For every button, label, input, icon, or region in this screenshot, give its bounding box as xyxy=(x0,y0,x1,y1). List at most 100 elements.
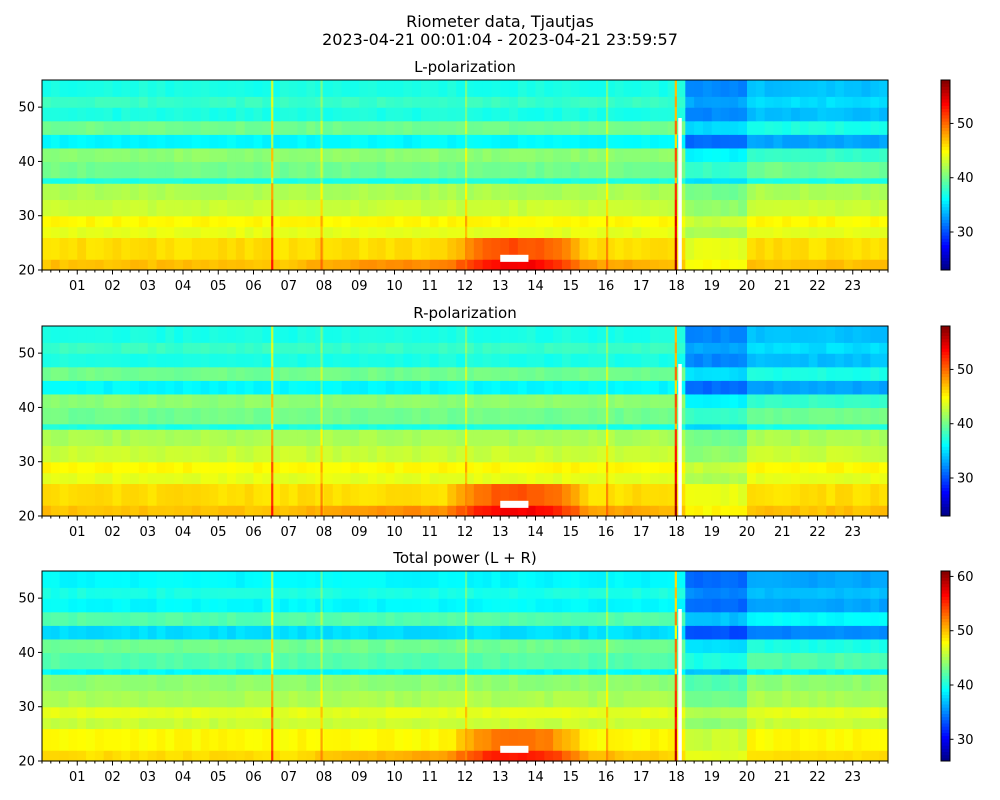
heatmap-cell xyxy=(94,161,105,179)
heatmap-cell xyxy=(306,587,316,599)
heatmap-cell xyxy=(68,717,78,730)
heatmap-cell xyxy=(297,625,307,640)
heatmap-cell xyxy=(747,80,757,97)
heatmap-cell xyxy=(658,472,669,485)
colorbar-segment xyxy=(941,707,950,711)
heatmap-cell xyxy=(385,326,396,343)
heatmap-cell xyxy=(641,353,651,368)
heatmap-cell xyxy=(279,199,290,217)
heatmap-cell xyxy=(720,407,730,425)
heatmap-cell xyxy=(791,107,801,122)
heatmap-cell xyxy=(658,505,669,517)
heatmap-cell xyxy=(376,461,387,474)
heatmap-cell xyxy=(394,407,404,425)
heatmap-cell xyxy=(509,120,519,135)
heatmap-cell xyxy=(147,380,158,395)
heatmap-cell xyxy=(738,598,748,613)
heatmap-cell xyxy=(544,259,554,271)
heatmap-cell xyxy=(191,483,202,506)
heatmap-cell xyxy=(191,183,202,201)
heatmap-cell xyxy=(870,342,880,354)
heatmap-cell xyxy=(641,461,651,474)
spike-line xyxy=(465,366,468,381)
x-tick-label: 16 xyxy=(598,279,615,294)
heatmap-cell xyxy=(77,183,87,201)
heatmap-cell xyxy=(852,147,863,163)
heatmap-cell xyxy=(279,472,290,485)
heatmap-cell xyxy=(262,183,272,201)
heatmap-cell xyxy=(517,571,528,588)
x-tick-label: 13 xyxy=(492,770,509,785)
colorbar-segment xyxy=(941,503,950,507)
heatmap-cell xyxy=(156,429,166,447)
heatmap-cell xyxy=(702,380,713,395)
heatmap-cell xyxy=(315,237,325,260)
heatmap-cell xyxy=(500,393,510,409)
heatmap-cell xyxy=(720,750,730,762)
heatmap-cell xyxy=(42,342,52,354)
heatmap-cell xyxy=(86,380,96,395)
heatmap-cell xyxy=(641,445,651,463)
heatmap-cell xyxy=(517,407,528,425)
heatmap-cell xyxy=(59,706,70,719)
x-tick-label: 16 xyxy=(598,770,615,785)
heatmap-cell xyxy=(156,483,166,506)
heatmap-cell xyxy=(817,259,827,271)
heatmap-cell xyxy=(165,259,175,271)
heatmap-cell xyxy=(579,80,589,97)
heatmap-cell xyxy=(332,147,343,163)
heatmap-cell xyxy=(147,199,158,217)
heatmap-cell xyxy=(438,177,448,184)
heatmap-cell xyxy=(606,674,616,692)
heatmap-cell xyxy=(843,353,854,368)
heatmap-cell xyxy=(368,505,378,517)
heatmap-cell xyxy=(755,342,766,354)
heatmap-cell xyxy=(861,226,871,239)
heatmap-cell xyxy=(799,134,810,149)
heatmap-cell xyxy=(729,423,739,430)
heatmap-cell xyxy=(94,472,105,485)
heatmap-cell xyxy=(773,342,783,354)
heatmap-cell xyxy=(86,652,96,670)
heatmap-cell xyxy=(121,161,131,179)
heatmap-cell xyxy=(447,429,457,447)
heatmap-cell xyxy=(341,483,352,506)
heatmap-cell xyxy=(59,674,70,692)
colorbar-segment xyxy=(941,146,950,151)
colorbar-segment xyxy=(941,474,950,479)
heatmap-cell xyxy=(879,199,889,217)
heatmap-cell xyxy=(77,690,87,708)
x-tick-label: 12 xyxy=(457,525,474,540)
heatmap-cell xyxy=(799,587,810,599)
heatmap-cell xyxy=(632,120,642,135)
heatmap-cell xyxy=(535,690,545,708)
heatmap-cell xyxy=(183,96,193,108)
heatmap-cell xyxy=(394,199,404,217)
heatmap-cell xyxy=(711,638,722,654)
spike-line xyxy=(674,717,677,729)
heatmap-cell xyxy=(324,652,334,670)
heatmap-cell xyxy=(50,717,61,730)
heatmap-cell xyxy=(288,183,299,201)
heatmap-cell xyxy=(130,161,140,179)
heatmap-cell xyxy=(315,134,325,149)
heatmap-cell xyxy=(720,598,730,613)
colorbar-segment xyxy=(941,726,950,730)
heatmap-cell xyxy=(350,380,360,395)
heatmap-cell xyxy=(147,237,158,260)
heatmap-cell xyxy=(191,429,202,447)
heatmap-cell xyxy=(244,226,255,239)
heatmap-cell xyxy=(429,183,440,201)
heatmap-cell xyxy=(667,393,678,409)
colorbar-segment xyxy=(941,593,950,597)
heatmap-cell xyxy=(42,393,52,409)
heatmap-cell xyxy=(606,652,616,670)
heatmap-cell xyxy=(799,380,810,395)
heatmap-cell xyxy=(579,505,589,517)
heatmap-cell xyxy=(112,571,122,588)
heatmap-cell xyxy=(500,326,510,343)
heatmap-cell xyxy=(147,690,158,708)
heatmap-cell xyxy=(359,571,369,588)
heatmap-cell xyxy=(738,161,748,179)
heatmap-cell xyxy=(623,445,634,463)
